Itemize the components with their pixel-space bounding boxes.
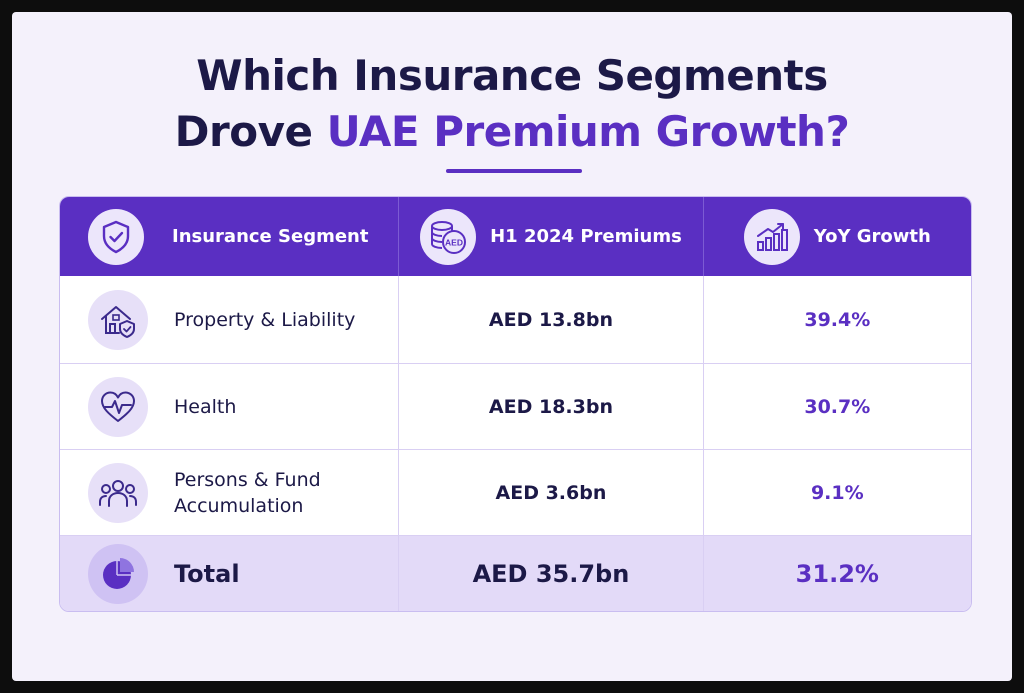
segment-cell: Health: [60, 364, 398, 450]
header-label-segment: Insurance Segment: [172, 226, 369, 247]
aed-coin-text: AED: [445, 237, 463, 247]
title-line-2-prefix: Drove: [174, 107, 327, 156]
total-segment-cell: Total: [60, 536, 398, 611]
total-growth-cell: 31.2%: [702, 536, 971, 611]
growth-cell: 9.1%: [702, 450, 971, 536]
house-shield-icon: [88, 289, 148, 350]
premium-value: AED 13.8bn: [488, 308, 613, 331]
premium-cell: AED 3.6bn: [398, 450, 702, 536]
header-cell-growth: YoY Growth: [702, 197, 971, 276]
pie-chart-icon: [88, 544, 148, 604]
segment-label-line-1: Persons & Fund: [174, 469, 321, 491]
table-header-row: Insurance Segment AED H1 2024 Premiums: [60, 197, 971, 276]
heart-pulse-icon: [88, 377, 148, 437]
total-growth-value: 31.2%: [795, 560, 879, 588]
segment-cell: Property & Liability: [60, 276, 398, 363]
infographic-card: Which Insurance Segments Drove UAE Premi…: [12, 12, 1012, 681]
total-label: Total: [174, 560, 240, 588]
table-row: Health AED 18.3bn 30.7%: [60, 363, 971, 450]
segment-cell: Persons & Fund Accumulation: [60, 450, 398, 536]
total-premium-cell: AED 35.7bn: [398, 536, 702, 611]
growth-value: 30.7%: [804, 396, 871, 418]
premium-value: AED 3.6bn: [495, 482, 607, 504]
aed-coins-icon: AED: [420, 208, 477, 265]
premium-cell: AED 18.3bn: [398, 364, 702, 450]
growth-value: 39.4%: [804, 308, 871, 331]
header-cell-segment: Insurance Segment: [60, 197, 398, 276]
header-label-growth: YoY Growth: [813, 226, 931, 247]
segment-label: Persons & Fund Accumulation: [174, 467, 321, 519]
title-accent: UAE Premium Growth?: [326, 107, 850, 156]
growth-chart-icon: [743, 208, 800, 265]
header-label-premiums: H1 2024 Premiums: [490, 226, 682, 247]
total-premium-value: AED 35.7bn: [472, 560, 630, 588]
people-group-icon: [88, 463, 148, 523]
shield-check-icon: [88, 208, 144, 265]
title-line-2: Drove UAE Premium Growth?: [12, 104, 1012, 160]
page-title: Which Insurance Segments Drove UAE Premi…: [12, 48, 1012, 160]
header-cell-premiums: AED H1 2024 Premiums: [398, 197, 702, 276]
title-underline: [446, 169, 582, 173]
segment-label: Property & Liability: [174, 308, 356, 331]
segment-label: Health: [174, 396, 237, 418]
title-line-1: Which Insurance Segments: [196, 51, 828, 100]
premium-table: Insurance Segment AED H1 2024 Premiums: [59, 196, 972, 612]
premium-cell: AED 13.8bn: [398, 276, 702, 363]
growth-cell: 39.4%: [702, 276, 971, 363]
table-total-row: Total AED 35.7bn 31.2%: [60, 535, 971, 611]
table-row: Property & Liability AED 13.8bn 39.4%: [60, 276, 971, 363]
table-row: Persons & Fund Accumulation AED 3.6bn 9.…: [60, 449, 971, 536]
premium-value: AED 18.3bn: [488, 396, 613, 418]
segment-label-line-2: Accumulation: [174, 495, 304, 517]
growth-value: 9.1%: [810, 482, 864, 504]
growth-cell: 30.7%: [702, 364, 971, 450]
